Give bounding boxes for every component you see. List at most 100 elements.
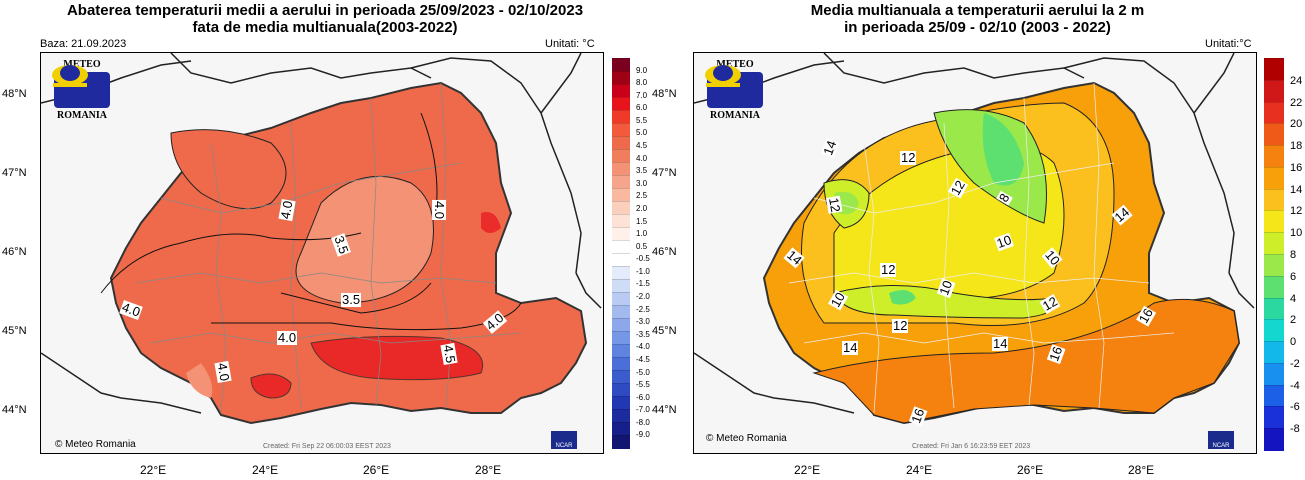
lon-label: 24°E [906,463,933,477]
logo-emblem [705,65,763,108]
colorbar-label: -3.0 [636,317,650,327]
meteo-romania-logo: METEO ROMANIA [47,59,117,137]
colorbar-cell [612,188,630,202]
colorbar-label: 4 [1290,292,1297,305]
colorbar-cell [612,305,630,319]
colorbar-label: 0.5 [636,241,648,251]
left-map: METEO ROMANIA 4.0 3.5 4.0 4.0 3.5 4.0 4.… [40,52,604,454]
colorbar-label: 5.0 [636,128,648,138]
logo-top-text: METEO [63,59,101,70]
colorbar-label: 1.5 [636,216,648,226]
logo-bottom-text: ROMANIA [57,110,107,121]
colorbar-cell [612,396,630,410]
colorbar-label: 6.0 [636,103,648,113]
colorbar-label: 4.5 [636,141,648,151]
colorbar-label: 24 [1290,74,1303,87]
colorbar-cell [1264,166,1284,190]
colorbar-cell [1264,232,1284,255]
colorbar-cell [612,110,630,124]
lon-label: 26°E [363,463,390,477]
left-created: Created: Fri Sep 22 06:00:03 EEST 2023 [263,443,391,450]
colorbar-cell [612,136,630,150]
colorbar-cell [1264,58,1284,81]
colorbar-label: 4.0 [636,153,648,163]
logo-top-text: METEO [716,59,754,70]
lon-label: 22°E [794,463,821,477]
lat-label: 46°N [652,246,677,258]
colorbar-cell [612,240,630,254]
lat-label: 44°N [652,404,677,416]
colorbar-cell [1264,362,1284,386]
colorbar-label: 8 [1290,249,1297,261]
left-units: Unitati: °C [545,38,595,50]
colorbar-cell [1264,384,1284,408]
colorbar-cell [612,149,630,163]
colorbar-cell [612,266,630,280]
colorbar-label: -6 [1290,401,1300,414]
lat-label: 47°N [2,167,27,179]
colorbar-cell [612,331,630,345]
colorbar-cell [612,370,630,384]
colorbar-label: 1.0 [636,229,648,239]
colorbar-label: 5.5 [636,115,648,125]
colorbar-cell [1264,341,1284,364]
right-title-line1: Media multianuala a temperaturii aerului… [810,2,1145,19]
lat-label: 46°N [2,246,27,258]
left-title-line1: Abaterea temperaturii medii a aerului in… [66,2,584,19]
left-map-graphic [41,53,602,425]
colorbar-cell [612,422,630,436]
contour-label: 12 [825,195,844,215]
left-colorbar: 9.0 8.0 7.0 6.0 5.5 5.0 4.5 4.0 3.5 3.0 2.5 2.0 1.5 1… [612,58,650,449]
colorbar-label: 10 [1290,227,1303,240]
lat-label: 44°N [2,404,27,416]
colorbar-label: -5.5 [636,380,650,390]
meteo-romania-logo: METEO ROMANIA [700,59,770,137]
colorbar-label: -1.5 [636,279,650,289]
colorbar-label: 20 [1290,118,1303,131]
colorbar-label: 14 [1290,183,1303,196]
lat-label: 45°N [2,325,27,337]
colorbar-label: -8.0 [636,417,650,427]
left-base-date: Baza: 21.09.2023 [40,38,127,50]
colorbar-label: 12 [1290,205,1303,218]
lat-label: 48°N [652,88,677,100]
colorbar-cell [612,123,630,137]
colorbar-cell [612,175,630,189]
colorbar-label: 18 [1290,140,1303,153]
contour-label: 3.5 [341,292,362,307]
colorbar-label: -1.0 [636,266,650,276]
right-colorbar: 24 22 20 18 16 14 12 10 8 6 4 2 0 -2 -4 -6 -8 [1264,58,1302,451]
contour-label: 4.0 [214,360,233,384]
colorbar-label: 7.0 [636,90,648,100]
right-copyright: © Meteo Romania [706,433,787,444]
contour-label: 12 [892,318,909,333]
colorbar-cell [1264,406,1284,430]
ncar-logo: NCAR [551,431,577,449]
right-title-line2: in perioada 25/09 - 02/10 (2003 - 2022) [844,19,1111,36]
contour-label: 4.5 [440,342,459,366]
colorbar-cell [1264,145,1284,168]
colorbar-label: 3.5 [636,166,648,176]
colorbar-label: -4 [1290,379,1300,392]
colorbar-cell [612,201,630,215]
colorbar-cell [1264,188,1284,212]
colorbar-cell [612,84,630,98]
colorbar-label: 2.0 [636,203,648,213]
colorbar-label: 2.5 [636,191,648,201]
right-units: Unitati:°C [1205,38,1252,50]
colorbar-label: -3.5 [636,329,650,339]
colorbar-cell [612,58,630,72]
lon-label: 24°E [252,463,279,477]
colorbar-cell [1264,319,1284,343]
colorbar-cell [612,409,630,423]
colorbar-label: -4.5 [636,354,650,364]
colorbar-label: 0 [1290,336,1297,349]
colorbar-label: 16 [1290,161,1303,174]
right-map: METEO ROMANIA 14 12 12 8 12 14 10 14 12 … [693,52,1257,454]
contour-label: 4.0 [432,199,448,221]
colorbar-cell [612,162,630,176]
lat-label: 45°N [652,325,677,337]
colorbar-cell [1264,79,1284,103]
colorbar-label: -2.5 [636,304,650,314]
colorbar-label: -4.0 [636,342,650,352]
